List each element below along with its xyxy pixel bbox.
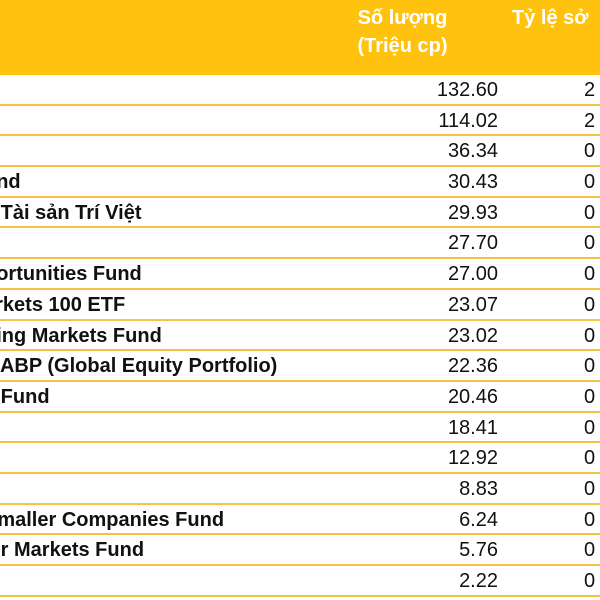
ratio-cell: 0 <box>584 324 596 347</box>
quantity-cell: 22.36 <box>447 355 498 378</box>
table-row: 114.02 2 <box>0 106 600 137</box>
table-row: und 30.43 0 <box>0 167 600 198</box>
quantity-cell: 5.76 <box>459 539 498 562</box>
quantity-cell: 20.46 <box>447 385 498 408</box>
ratio-cell: 2 <box>584 109 596 132</box>
fund-name-cell: und <box>0 171 21 194</box>
quantity-cell: 27.70 <box>447 232 498 255</box>
ratio-cell: 2 <box>584 79 596 101</box>
ratio-cell: 0 <box>584 508 596 531</box>
quantity-cell: 29.93 <box>447 201 498 224</box>
table-row: ging Markets Fund 23.02 0 <box>0 321 600 352</box>
ratio-column-header: Tỷ lệ sở <box>512 7 589 29</box>
fund-name-cell: portunities Fund <box>0 263 142 286</box>
ratio-cell: 0 <box>584 385 596 408</box>
quantity-column-header: Số lượng (Triệu cp) <box>340 4 465 60</box>
fund-name-cell: ier Markets Fund <box>0 539 145 562</box>
quantity-cell: 2.22 <box>459 570 498 592</box>
quantity-cell: 36.34 <box>447 140 498 163</box>
ratio-cell: 0 <box>584 539 596 562</box>
ratio-cell: 0 <box>584 355 596 378</box>
ratio-cell: 0 <box>584 570 596 592</box>
quantity-header-line1: Số lượng <box>357 7 448 29</box>
quantity-cell: 30.43 <box>447 171 498 194</box>
fund-name-cell: s ABP (Global Equity Portfolio) <box>0 355 278 378</box>
ratio-cell: 0 <box>584 171 596 194</box>
table-row: 12.92 0 <box>0 443 600 474</box>
ratio-cell: 0 <box>584 416 596 439</box>
ratio-cell: 0 <box>584 477 596 500</box>
table-row: s ABP (Global Equity Portfolio) 22.36 0 <box>0 351 600 382</box>
table-row: 36.34 0 <box>0 136 600 168</box>
quantity-cell: 23.02 <box>447 324 498 347</box>
table-row: 8.83 0 <box>0 474 600 505</box>
quantity-cell: 23.07 <box>447 293 498 316</box>
ratio-cell: 0 <box>584 232 596 255</box>
table-row: a Fund 20.46 0 <box>0 382 600 413</box>
table-row: Smaller Companies Fund 6.24 0 <box>0 505 600 536</box>
fund-name-cell: a Fund <box>0 385 50 408</box>
quantity-cell: 18.41 <box>447 416 498 439</box>
ratio-cell: 0 <box>584 263 596 286</box>
ratio-cell: 0 <box>584 293 596 316</box>
quantity-cell: 6.24 <box>459 508 498 531</box>
table-row: ier Markets Fund 5.76 0 <box>0 535 600 566</box>
table-row: 132.60 2 <box>0 75 600 106</box>
quantity-cell: 132.60 <box>436 79 498 101</box>
quantity-cell: 27.00 <box>447 263 498 286</box>
ratio-cell: 0 <box>584 447 596 470</box>
table-header: Số lượng (Triệu cp) Tỷ lệ sở <box>0 0 600 75</box>
quantity-cell: 12.92 <box>447 447 498 470</box>
fund-name-cell: ý Tài sản Trí Việt <box>0 201 142 224</box>
table-row: portunities Fund 27.00 0 <box>0 259 600 290</box>
quantity-cell: 114.02 <box>438 109 498 132</box>
table-row: arkets 100 ETF 23.07 0 <box>0 290 600 321</box>
fund-name-cell: ging Markets Fund <box>0 324 162 347</box>
quantity-header-line2: (Triệu cp) <box>357 35 448 57</box>
ratio-cell: 0 <box>584 140 596 163</box>
fund-name-cell: arkets 100 ETF <box>0 293 126 316</box>
fund-name-cell: Smaller Companies Fund <box>0 508 225 531</box>
table-row: 18.41 0 <box>0 413 600 444</box>
quantity-cell: 8.83 <box>459 477 498 500</box>
table-row: 27.70 0 <box>0 228 600 260</box>
ratio-cell: 0 <box>584 201 596 224</box>
table-row: 2.22 0 <box>0 566 600 597</box>
table-row: ý Tài sản Trí Việt 29.93 0 <box>0 198 600 229</box>
